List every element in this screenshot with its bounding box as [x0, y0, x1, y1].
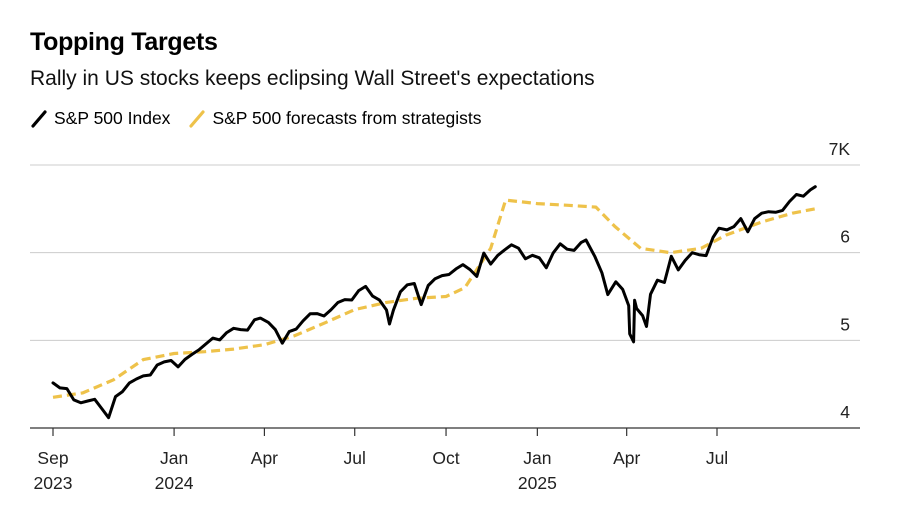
x-tick-label-7: Jul — [706, 448, 728, 468]
x-tick-year-1: 2024 — [155, 473, 194, 493]
legend-label-forecast: S&P 500 forecasts from strategists — [212, 108, 482, 128]
x-tick-label-3: Jul — [344, 448, 366, 468]
legend: S&P 500 Index S&P 500 forecasts from str… — [30, 108, 500, 129]
series-line-forecasts — [52, 198, 816, 399]
series-line-sp500-index — [51, 185, 817, 420]
legend-swatch-forecast — [189, 109, 206, 128]
x-tick-label-1: Jan — [160, 448, 188, 468]
y-tick-label-4: 4 — [840, 402, 850, 422]
x-tick-label-6: Apr — [613, 448, 640, 468]
x-tick-label-5: Jan — [523, 448, 551, 468]
x-tick-year-0: 2023 — [34, 473, 73, 493]
y-tick-label-6: 6 — [840, 227, 850, 247]
x-tick-label-0: Sep — [37, 448, 68, 468]
chart-title: Topping Targets — [30, 28, 218, 56]
legend-swatch-index — [31, 109, 47, 128]
legend-label-index: S&P 500 Index — [54, 108, 171, 128]
x-tick-year-5: 2025 — [518, 473, 557, 493]
x-tick-label-2: Apr — [251, 448, 278, 468]
y-tick-label-7K: 7K — [829, 139, 851, 159]
legend-item-forecast: S&P 500 forecasts from strategists — [188, 108, 482, 129]
legend-item-index: S&P 500 Index — [30, 108, 170, 129]
y-tick-label-5: 5 — [840, 314, 850, 334]
chart-subtitle: Rally in US stocks keeps eclipsing Wall … — [30, 67, 595, 90]
x-tick-label-4: Oct — [432, 448, 459, 468]
